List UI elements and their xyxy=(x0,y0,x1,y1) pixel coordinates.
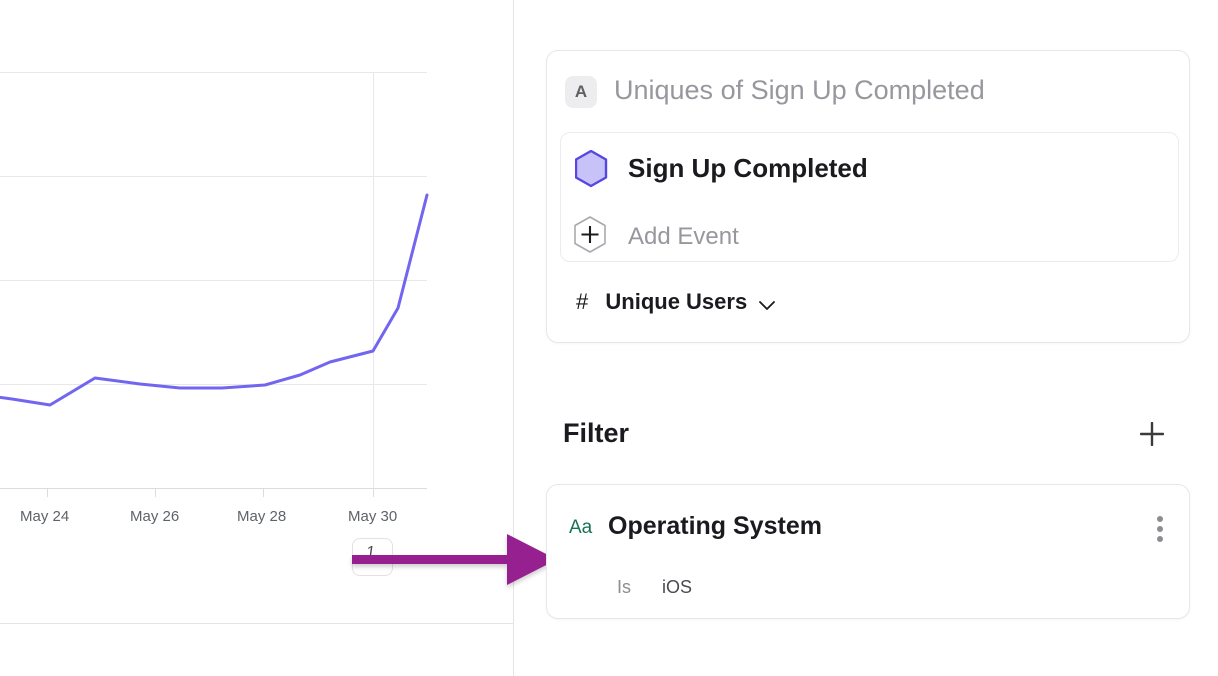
svg-text:May 28: May 28 xyxy=(237,508,286,525)
svg-text:May 26: May 26 xyxy=(130,508,179,525)
svg-text:May 24: May 24 xyxy=(20,508,69,525)
svg-text:May 30: May 30 xyxy=(348,508,397,525)
